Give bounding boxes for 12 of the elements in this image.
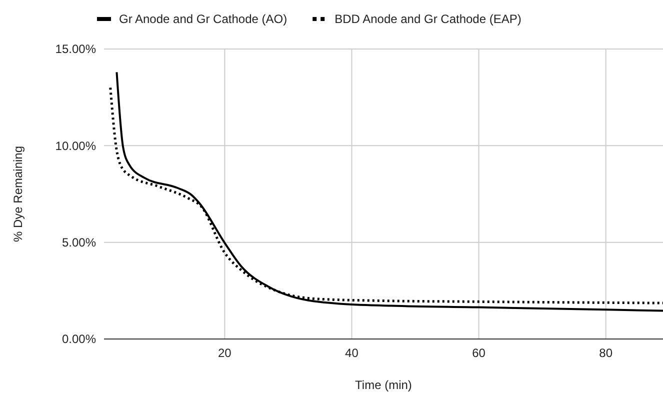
x-axis-title: Time (min): [355, 378, 412, 392]
y-tick-label: 10.00%: [55, 138, 96, 153]
x-tick-label: 20: [218, 346, 232, 360]
legend-label: Gr Anode and Gr Cathode (AO): [119, 12, 288, 26]
y-tick-label: 5.00%: [62, 236, 96, 250]
x-tick-label: 80: [599, 346, 613, 360]
x-tick-label: 40: [345, 346, 359, 360]
x-tick-label: 60: [472, 346, 486, 360]
y-axis-title: % Dye Remaining: [11, 146, 25, 242]
y-tick-label: 15.00%: [55, 42, 96, 56]
legend-label: BDD Anode and Gr Cathode (EAP): [334, 12, 522, 26]
y-tick-label: 0.00%: [62, 332, 96, 346]
